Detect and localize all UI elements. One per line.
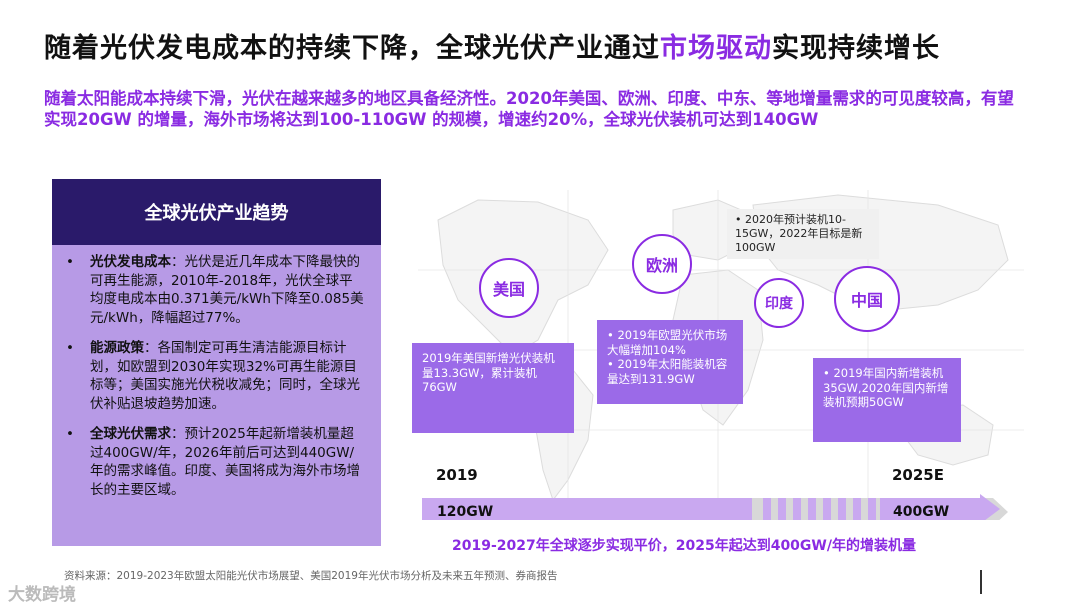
title-part2: 实现持续增长	[772, 33, 940, 64]
bullet-text: 能源政策：各国制定可再生清洁能源目标计划，如欧盟到2030年实现32%可再生能源…	[90, 339, 365, 413]
timeline-end-value: 400GW	[893, 504, 950, 520]
bullet-body: ：各国制定可再生清洁能源目标计划，如欧盟到2030年实现32%可再生能源目标等；…	[90, 340, 360, 412]
note-india: • 2020年预计装机10-15GW，2022年目标是新100GW	[727, 209, 879, 259]
callout-china: • 2019年国内新增装机35GW,2020年国内新增装机预期50GW	[813, 358, 961, 442]
page-title: 随着光伏发电成本的持续下降，全球光伏产业通过市场驱动实现持续增长	[44, 26, 940, 65]
callout-usa: 2019年美国新增光伏装机量13.3GW，累计装机76GW	[412, 343, 574, 433]
page-divider	[980, 570, 982, 594]
panel-heading: 全球光伏产业趋势	[52, 179, 381, 245]
bullet-policy: • 能源政策：各国制定可再生清洁能源目标计划，如欧盟到2030年实现32%可再生…	[66, 339, 365, 413]
region-circle-europe: 欧洲	[632, 234, 692, 294]
bullet-body: ：光伏是近几年成本下降最快的可再生能源，2010年-2018年，光伏全球平均度电…	[90, 254, 364, 326]
bullet-dot-icon: •	[66, 254, 74, 270]
watermark-logo: 大数跨境	[8, 585, 76, 605]
bullet-label: 光伏发电成本	[90, 254, 171, 270]
title-part1: 随着光伏发电成本的持续下降，全球光伏产业通过	[44, 33, 660, 64]
region-circle-china: 中国	[834, 266, 900, 332]
bullet-body: ：预计2025年起新增装机量超过400GW/年，2026年前后可达到440GW/…	[90, 426, 360, 498]
bullet-cost: • 光伏发电成本：光伏是近几年成本下降最快的可再生能源，2010年-2018年，…	[66, 253, 365, 327]
subtitle: 随着太阳能成本持续下滑，光伏在越来越多的地区具备经济性。2020年美国、欧洲、印…	[44, 89, 1014, 129]
panel-body: • 光伏发电成本：光伏是近几年成本下降最快的可再生能源，2010年-2018年，…	[52, 245, 381, 499]
title-highlight: 市场驱动	[660, 33, 772, 64]
bullet-label: 能源政策	[90, 340, 144, 356]
timeline-end-year: 2025E	[892, 466, 944, 484]
source-note: 资料来源：2019-2023年欧盟太阳能光伏市场展望、美国2019年光伏市场分析…	[64, 570, 558, 582]
bullet-label: 全球光伏需求	[90, 426, 171, 442]
bullet-text: 全球光伏需求：预计2025年起新增装机量超过400GW/年，2026年前后可达到…	[90, 425, 365, 499]
region-circle-usa: 美国	[479, 258, 539, 318]
timeline-start-year: 2019	[436, 466, 478, 484]
region-circle-india: 印度	[754, 278, 804, 328]
bullet-dot-icon: •	[66, 340, 74, 356]
callout-europe: • 2019年欧盟光伏市场大幅增加104% • 2019年太阳能装机容量达到13…	[597, 320, 743, 404]
bullet-text: 光伏发电成本：光伏是近几年成本下降最快的可再生能源，2010年-2018年，光伏…	[90, 253, 365, 327]
bullet-dot-icon: •	[66, 426, 74, 442]
bullet-demand: • 全球光伏需求：预计2025年起新增装机量超过400GW/年，2026年前后可…	[66, 425, 365, 499]
timeline-caption: 2019-2027年全球逐步实现平价，2025年起达到400GW/年的增装机量	[452, 538, 916, 554]
timeline-start-value: 120GW	[437, 504, 494, 520]
trend-panel: 全球光伏产业趋势 • 光伏发电成本：光伏是近几年成本下降最快的可再生能源，201…	[52, 179, 381, 546]
